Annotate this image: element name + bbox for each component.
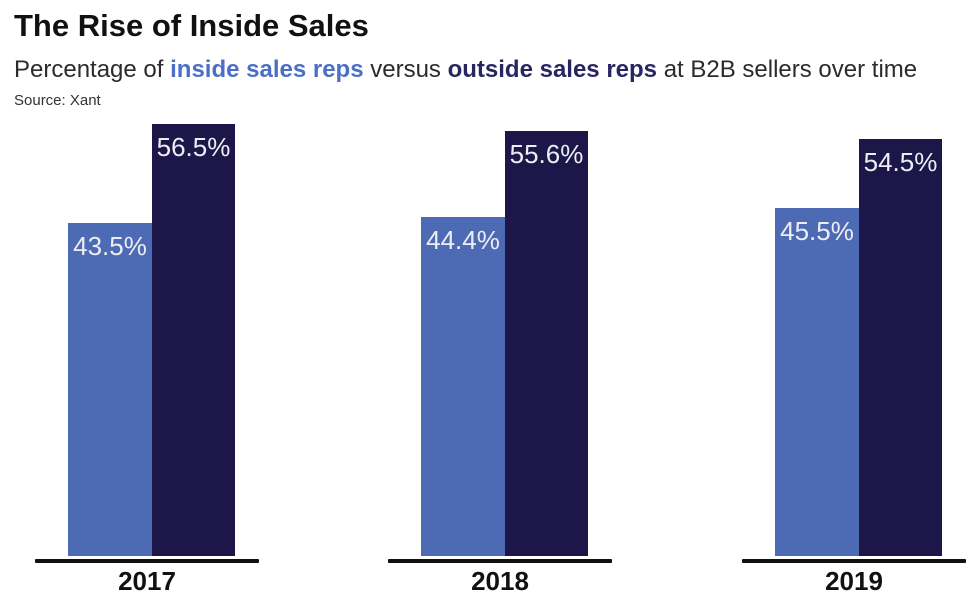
bar-inside-2018: 44.4% — [421, 217, 505, 556]
chart-subtitle: Percentage of inside sales reps versus o… — [14, 56, 917, 84]
subtitle-versus-text: versus — [363, 56, 448, 83]
subtitle-suffix-text: at B2B sellers over time — [657, 56, 918, 83]
subtitle-prefix-text: Percentage of — [14, 56, 171, 83]
axis-line-2018 — [388, 559, 612, 563]
bar-inside-2019: 45.5% — [775, 208, 859, 556]
axis-line-2017 — [35, 559, 259, 563]
subtitle-outside-series-label: outside sales reps — [447, 56, 658, 83]
bar-outside-2019: 54.5% — [859, 139, 942, 556]
bar-value-label: 54.5% — [863, 147, 938, 177]
source-note: Source: Xant — [14, 92, 101, 109]
bar-inside-2017: 43.5% — [68, 223, 152, 556]
bar-outside-2017: 56.5% — [152, 124, 235, 556]
year-label-2017: 2017 — [118, 566, 176, 596]
axis-line-2019 — [742, 559, 966, 563]
bar-outside-2018: 55.6% — [505, 131, 588, 556]
bar-value-label: 55.6% — [509, 139, 584, 169]
bar-value-label: 43.5% — [73, 231, 147, 261]
chart-title: The Rise of Inside Sales — [14, 8, 369, 43]
year-label-2019: 2019 — [825, 566, 883, 596]
bar-value-label: 56.5% — [156, 132, 231, 162]
bar-value-label: 44.4% — [426, 225, 500, 255]
bar-value-label: 45.5% — [780, 216, 854, 246]
subtitle-inside-series-label: inside sales reps — [170, 56, 364, 83]
year-label-2018: 2018 — [471, 566, 529, 596]
